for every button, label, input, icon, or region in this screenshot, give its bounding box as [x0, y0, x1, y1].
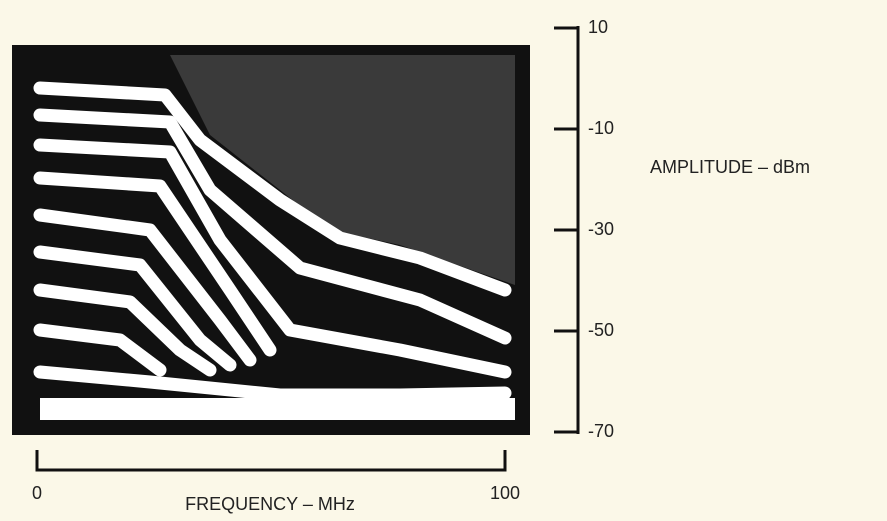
y-tick-label: 10: [588, 17, 608, 37]
y-tick-label: -50: [588, 320, 614, 340]
photo: [12, 45, 530, 435]
y-tick-label: -30: [588, 219, 614, 239]
y-axis-label: AMPLITUDE – dBm: [650, 157, 810, 177]
x-tick-label: 0: [32, 483, 42, 503]
x-axis-label: FREQUENCY – MHz: [185, 494, 355, 514]
y-tick-label: -10: [588, 118, 614, 138]
x-tick-label: 100: [490, 483, 520, 503]
y-tick-label: -70: [588, 421, 614, 441]
x-axis-bracket: [35, 450, 507, 472]
